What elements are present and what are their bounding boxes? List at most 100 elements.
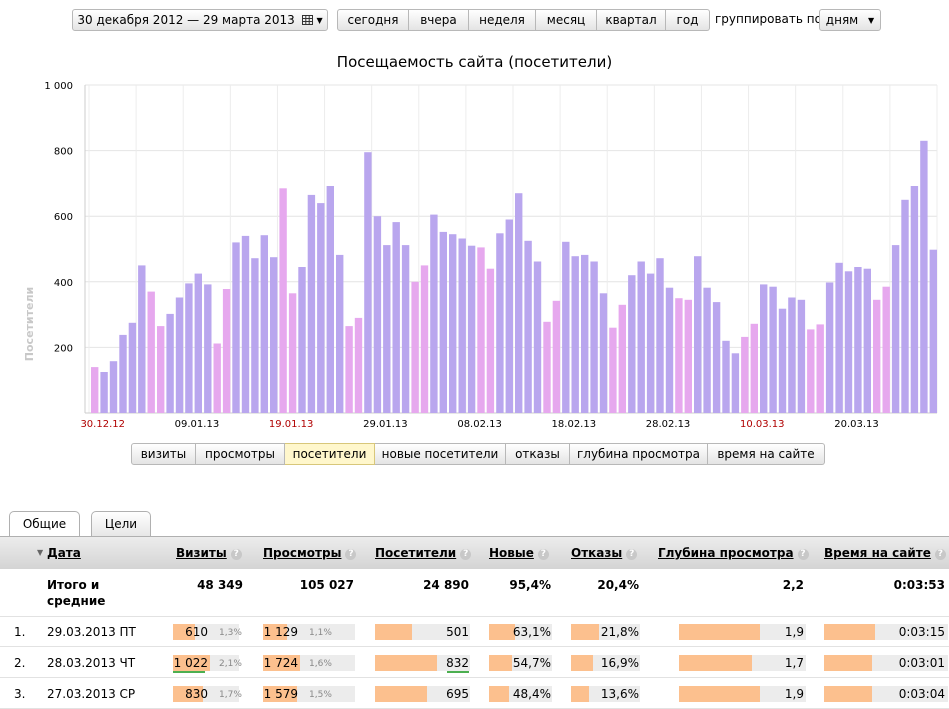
chart-bar[interactable] — [241, 235, 250, 413]
chart-bar[interactable] — [882, 286, 890, 413]
chart-bar[interactable] — [515, 193, 523, 413]
chart-bar[interactable] — [119, 334, 127, 413]
chart-bar[interactable] — [920, 140, 928, 414]
chart-bar[interactable] — [581, 254, 589, 413]
chart-bar[interactable] — [336, 254, 344, 413]
chart-bar[interactable] — [628, 275, 636, 413]
chart-bar[interactable] — [816, 324, 824, 413]
help-icon[interactable]: ? — [345, 549, 357, 560]
chart-bar[interactable] — [270, 257, 278, 413]
date-range-button[interactable]: 30 декабря 2012 — 29 марта 2013 ▼ — [72, 9, 328, 31]
metric-tab-time[interactable]: время на сайте — [708, 443, 825, 465]
chart-bar[interactable] — [166, 313, 174, 413]
chart-bar[interactable] — [722, 340, 730, 413]
chart-bar[interactable] — [731, 353, 740, 413]
help-icon[interactable]: ? — [230, 549, 242, 560]
chart-bar[interactable] — [807, 329, 815, 413]
chart-bar[interactable] — [91, 367, 99, 413]
group-by-select[interactable]: дням ▼ — [819, 9, 881, 31]
chart-bar[interactable] — [100, 372, 108, 413]
chart-bar[interactable] — [194, 273, 202, 413]
metric-tab-new-visitors[interactable]: новые посетители — [375, 443, 506, 465]
metric-tab-visitors[interactable]: посетители — [285, 443, 375, 465]
chart-bar[interactable] — [345, 326, 353, 413]
chart-bar[interactable] — [213, 343, 221, 414]
chart-bar[interactable] — [675, 298, 683, 413]
chart-bar[interactable] — [185, 283, 193, 413]
period-week-button[interactable]: неделя — [469, 9, 536, 31]
chart-bar[interactable] — [609, 327, 617, 413]
chart-bar[interactable] — [449, 234, 457, 413]
chart-bar[interactable] — [147, 291, 155, 413]
chart-bar[interactable] — [430, 214, 438, 413]
chart-bar[interactable] — [128, 322, 137, 413]
chart-bar[interactable] — [750, 323, 758, 413]
chart-bar[interactable] — [486, 268, 495, 413]
table-row[interactable]: 3. 27.03.2013 СР 830 1,7% 1 579 1,5% 695 48,4% 1… — [0, 678, 949, 709]
chart-bar[interactable] — [439, 231, 447, 413]
chart-bar[interactable] — [562, 241, 570, 413]
chart-bar[interactable] — [420, 265, 429, 413]
period-today-button[interactable]: сегодня — [337, 9, 409, 31]
chart-bar[interactable] — [788, 297, 796, 414]
col-time[interactable]: Время на сайте? — [824, 546, 946, 560]
chart-bar[interactable] — [317, 203, 325, 413]
chart-bar[interactable] — [232, 242, 240, 413]
tab-goals[interactable]: Цели — [91, 511, 151, 537]
chart-bar[interactable] — [618, 304, 626, 413]
period-yesterday-button[interactable]: вчера — [409, 9, 469, 31]
chart-bar[interactable] — [288, 293, 297, 413]
chart-bar[interactable] — [694, 256, 702, 413]
table-row[interactable]: 2. 28.03.2013 ЧТ 1 022 2,1% 1 724 1,6% 832 54,7… — [0, 647, 949, 678]
period-month-button[interactable]: месяц — [536, 9, 597, 31]
chart-bar[interactable] — [543, 321, 551, 413]
chart-bar[interactable] — [656, 258, 664, 413]
chart-bar[interactable] — [552, 300, 561, 413]
chart-bar[interactable] — [251, 258, 259, 413]
chart-bar[interactable] — [844, 271, 853, 413]
chart-bar[interactable] — [533, 261, 542, 414]
col-bounce[interactable]: Отказы? — [571, 546, 638, 560]
chart-bar[interactable] — [825, 282, 834, 414]
chart-bar[interactable] — [477, 247, 485, 413]
help-icon[interactable]: ? — [626, 549, 638, 560]
chart-bar[interactable] — [863, 268, 871, 413]
col-visitors[interactable]: Посетители? — [375, 546, 472, 560]
chart-bar[interactable] — [873, 299, 881, 413]
chart-bar[interactable] — [204, 284, 212, 413]
chart-bar[interactable] — [222, 289, 231, 413]
metric-tab-depth[interactable]: глубина просмотра — [570, 443, 708, 465]
chart-bar[interactable] — [891, 245, 900, 413]
chart-bar[interactable] — [684, 299, 692, 413]
chart-bar[interactable] — [467, 245, 476, 413]
chart-bar[interactable] — [401, 245, 410, 413]
chart-bar[interactable] — [354, 317, 363, 413]
chart-bar[interactable] — [307, 194, 316, 413]
chart-bar[interactable] — [383, 245, 391, 413]
chart-bar[interactable] — [524, 240, 532, 413]
col-depth[interactable]: Глубина просмотра? — [658, 546, 809, 560]
chart-bar[interactable] — [260, 235, 268, 413]
help-icon[interactable]: ? — [934, 549, 946, 560]
chart-bar[interactable] — [665, 287, 674, 413]
chart-bar[interactable] — [741, 336, 749, 413]
period-year-button[interactable]: год — [666, 9, 710, 31]
metric-tab-views[interactable]: просмотры — [196, 443, 285, 465]
chart-bar[interactable] — [769, 286, 777, 413]
chart-bar[interactable] — [175, 297, 184, 414]
help-icon[interactable]: ? — [537, 549, 549, 560]
chart-bar[interactable] — [392, 222, 400, 413]
table-row[interactable]: 1. 29.03.2013 ПТ 610 1,3% 1 129 1,1% 501 63,1% 2… — [0, 616, 949, 647]
chart-bar[interactable] — [835, 262, 843, 413]
period-quarter-button[interactable]: квартал — [597, 9, 666, 31]
tab-general[interactable]: Общие — [9, 511, 80, 538]
col-views[interactable]: Просмотры? — [263, 546, 357, 560]
chart-bar[interactable] — [929, 249, 937, 413]
col-date[interactable]: Дата — [47, 546, 81, 560]
metric-tab-bounces[interactable]: отказы — [506, 443, 570, 465]
chart-bar[interactable] — [778, 308, 787, 413]
chart-bar[interactable] — [646, 273, 655, 413]
chart-bar[interactable] — [910, 186, 919, 413]
chart-bar[interactable] — [901, 199, 909, 413]
chart-bar[interactable] — [496, 233, 504, 413]
